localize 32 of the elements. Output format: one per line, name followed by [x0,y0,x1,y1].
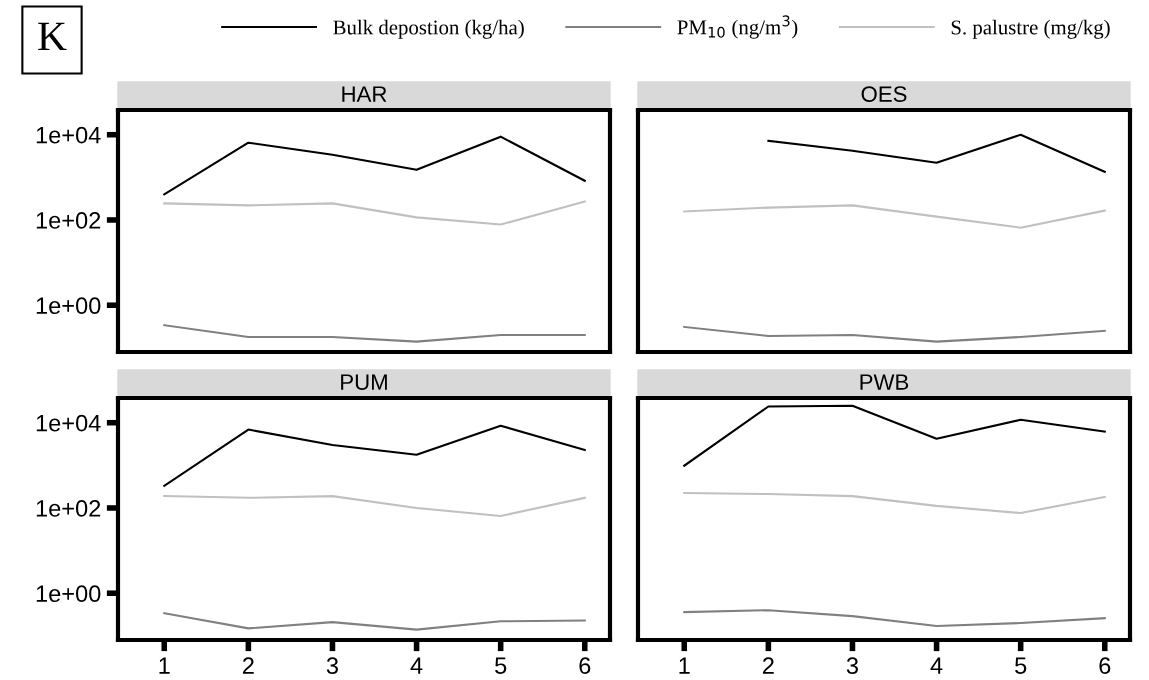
x-tick-label: 2 [242,657,254,674]
x-tick-label: 5 [495,657,507,675]
y-tick-label: 1e+00 [36,585,101,603]
x-tick-label: 3 [326,657,338,675]
y-tick-label: 1e+02 [36,500,101,517]
legend-label: S. palustre (mg/kg) [951,19,1110,39]
x-tick-label: 2 [762,657,774,674]
x-tick-label: 1 [159,657,170,674]
chart-title: OES [861,86,907,102]
legend-label: PM$_{10}$ (ng/m$^{3}$) [677,15,798,39]
chart-title: HAR [342,86,387,102]
y-tick-label: 1e+04 [36,126,101,144]
line-series [163,495,586,517]
x-tick-label: 6 [579,657,591,675]
line-series [163,612,586,631]
line-series [163,424,586,487]
text: K [38,22,67,51]
y-tick-label: 1e+04 [36,414,101,432]
x-tick-label: 4 [410,657,423,674]
line-series [163,324,586,343]
x-tick-label: 3 [846,657,858,675]
x-tick-label: 5 [1015,657,1027,675]
x-tick-label: 1 [679,657,690,674]
x-tick-label: 6 [1099,657,1111,675]
y-tick-label: 1e+02 [36,212,101,229]
chart-title: PWB [860,374,909,390]
line-series [163,135,586,196]
legend-label: Bulk depostion (kg/ha) [333,19,524,39]
y-tick-label: 1e+00 [36,297,101,315]
chart-title: PUM [341,374,387,390]
line-series [163,200,586,226]
x-tick-label: 4 [930,657,943,674]
